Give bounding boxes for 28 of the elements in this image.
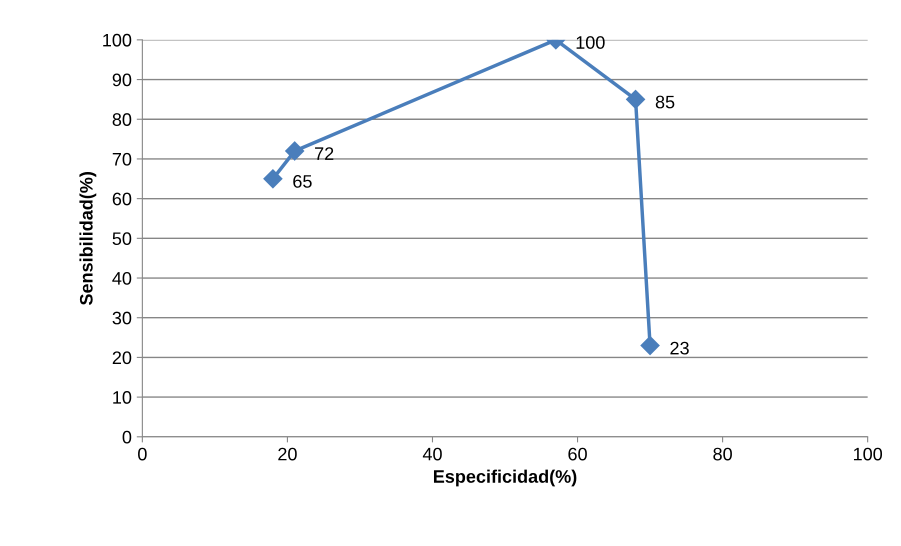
y-tick-label: 50: [112, 232, 132, 246]
point: [285, 141, 304, 161]
data-label: 85: [656, 96, 674, 108]
point: [640, 336, 660, 356]
point: [626, 90, 646, 109]
data-label: 23: [670, 342, 689, 355]
x-tick-label: 20: [278, 448, 297, 460]
y-tick-label: 30: [112, 312, 132, 324]
point: [263, 169, 282, 188]
data-label: 72: [315, 147, 334, 160]
y-tick-label: 80: [112, 113, 132, 126]
y-tick-label: 0: [122, 430, 132, 444]
y-axis-title: Sensibilidad(%): [79, 172, 96, 306]
y-tick-label: 60: [112, 192, 132, 206]
y-tick-label: 20: [112, 351, 132, 364]
x-tick-label: 60: [568, 448, 587, 460]
x-tick-label: 100: [854, 448, 882, 460]
data-label: 100: [576, 36, 605, 49]
y-tick-label: 90: [112, 73, 132, 86]
y-tick-label: 40: [112, 272, 132, 285]
y-tick-label: 100: [103, 34, 132, 47]
x-tick-label: 0: [138, 448, 147, 460]
x-axis-title: Especificidad(%): [434, 470, 576, 486]
y-tick-label: 70: [112, 152, 132, 166]
y-tick-label: 10: [113, 391, 132, 404]
data-label: 65: [293, 175, 312, 188]
x-tick-label: 80: [713, 448, 732, 460]
x-tick-label: 40: [422, 448, 442, 460]
